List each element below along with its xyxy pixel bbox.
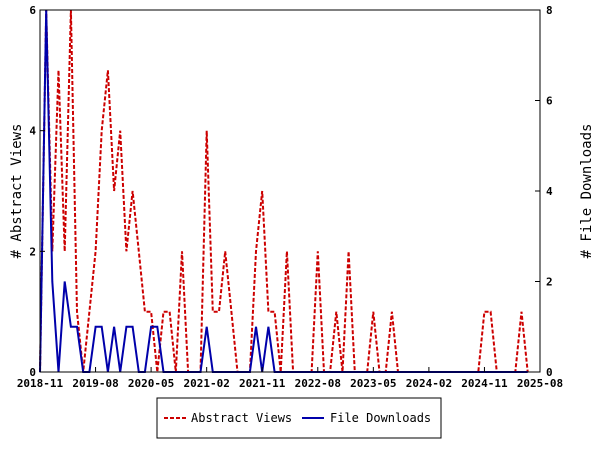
x-tick-label: 2021-02 [183, 377, 229, 390]
legend-label-file-downloads: File Downloads [330, 411, 431, 425]
y-right-tick-label: 6 [546, 95, 553, 108]
x-tick-label: 2018-11 [17, 377, 64, 390]
y-right-tick-label: 2 [546, 276, 553, 289]
x-tick-label: 2023-05 [350, 377, 396, 390]
x-tick-label: 2020-05 [128, 377, 174, 390]
y-left-tick-label: 6 [29, 4, 36, 17]
x-axis: 2018-11 2019-08 2020-05 2021-02 2021-11 2022-… [17, 367, 563, 390]
x-tick-label: 2024-11 [461, 377, 508, 390]
x-tick-label: 2025-08 [517, 377, 563, 390]
y-left-tick-label: 0 [29, 366, 36, 379]
legend: Abstract Views File Downloads [156, 397, 442, 439]
y-right-tick-label: 0 [546, 366, 553, 379]
y-left-tick-label: 4 [29, 125, 36, 138]
legend-label-abstract-views: Abstract Views [191, 411, 292, 425]
y-left-tick-label: 2 [29, 245, 36, 258]
y-axis-left-title: # Abstract Views [9, 124, 25, 259]
y-right-tick-label: 8 [546, 4, 553, 17]
y-axis-right-title: # File Downloads [579, 124, 595, 259]
legend-box [156, 397, 442, 439]
x-tick-label: 2021-11 [239, 377, 286, 390]
x-tick-label: 2019-08 [72, 377, 118, 390]
left-axis: 0 2 4 6 [29, 4, 45, 379]
x-tick-label: 2024-02 [406, 377, 452, 390]
right-axis: 0 2 4 6 8 [535, 4, 553, 379]
x-tick-label: 2022-08 [295, 377, 341, 390]
y-right-tick-label: 4 [546, 185, 553, 198]
